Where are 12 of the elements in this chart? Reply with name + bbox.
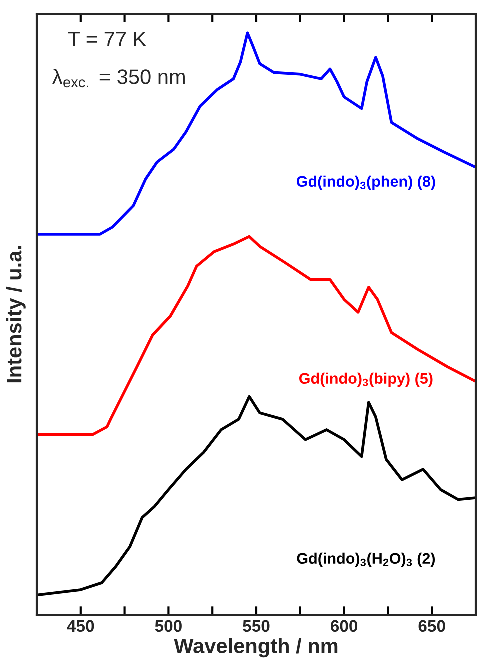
y-axis-title: Intensity / u.a. — [6, 246, 26, 383]
x-tick-label: 500 — [155, 620, 182, 632]
x-tick-label: 550 — [243, 620, 270, 632]
series-label: Gd(indo)$_{3}$(bipy) (5) — [300, 372, 433, 388]
x-tick-label: 600 — [331, 620, 358, 632]
series-label: Gd(indo)$_{3}$(phen) (8) — [296, 176, 436, 190]
x-axis-title: Wavelength / nm — [174, 638, 338, 658]
x-tick-label: 450 — [67, 620, 94, 632]
text: Gd(indo)$_{3}$(H$_{2}$O)$_{3}$ (2) — [297, 552, 436, 568]
annotation: T = 77 K — [68, 32, 146, 46]
x-tick-label: 650 — [418, 620, 446, 632]
annotation: λ$_{exc.}$ = 350 nm — [52, 69, 185, 88]
